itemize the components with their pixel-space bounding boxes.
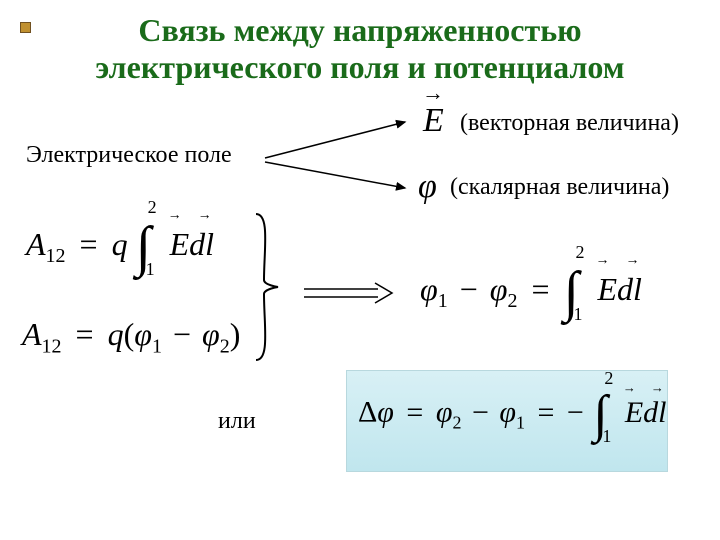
int-upper1: 2 [148,197,157,218]
s2b: 2 [507,290,517,312]
curly-brace [252,210,282,365]
s1c: 1 [516,413,525,433]
q1: q [112,226,128,262]
implies-arrow [300,280,395,306]
branch-arrows [260,110,430,200]
title-line-2: электрического поля и потенциалом [95,49,624,85]
minus-c: − [472,396,489,429]
minus-b: − [460,271,478,307]
int-l3: 1 [602,426,611,447]
phi1c: φ [499,396,516,429]
Edl3: Edl [625,396,667,429]
or-label: или [218,408,256,435]
eq2: = [76,316,94,352]
formula-A12-integral: A12 = q 2 ∫ 1 → → Edl [26,225,214,270]
slide-title: Связь между напряженностью электрическог… [0,0,720,90]
phi1a: φ [134,316,152,352]
int-u2: 2 [576,242,585,263]
Edl2: Edl [598,271,642,307]
int-lower1: 1 [146,259,155,280]
dphi: φ [377,396,394,429]
eq4: = [406,396,423,429]
int-u3: 2 [604,368,613,389]
A2: A [22,316,42,352]
E-glyph: E [423,102,444,139]
phi1b: φ [420,271,438,307]
formula-phi-diff-integral: φ1 − φ2 = 2 ∫ 1 → → Edl [420,270,642,315]
scalar-annotation: (скалярная величина) [450,174,669,201]
symbol-E-vector: → E [423,102,444,140]
s1b: 1 [438,290,448,312]
sub12: 12 [46,245,66,267]
formula-delta-phi: Δφ = φ2 − φ1 = − 2 ∫ 1 → → Edl [358,394,666,436]
rpar: ) [230,316,241,352]
phi2a: φ [202,316,220,352]
int-l2: 1 [574,304,583,325]
slide-bullet [20,22,31,33]
A-glyph: A [26,226,46,262]
lpar: ( [124,316,135,352]
eq5: = [537,396,554,429]
neg: − [567,396,584,429]
q2: q [108,316,124,352]
s2a: 2 [220,335,230,357]
eq1: = [80,226,98,262]
formula-A12-phi: A12 = q(φ1 − φ2) [22,316,240,358]
sub12b: 12 [42,335,62,357]
eq3: = [531,271,549,307]
Edl1: Edl [170,226,214,262]
vector-annotation: (векторная величина) [460,110,679,137]
s2c: 2 [452,413,461,433]
title-line-1: Связь между напряженностью [138,12,581,48]
minus-a: − [173,316,191,352]
symbol-phi: φ [418,168,437,206]
s1a: 1 [152,335,162,357]
phi2b: φ [490,271,508,307]
phi2c: φ [436,396,453,429]
electric-field-label: Электрическое поле [26,142,232,169]
